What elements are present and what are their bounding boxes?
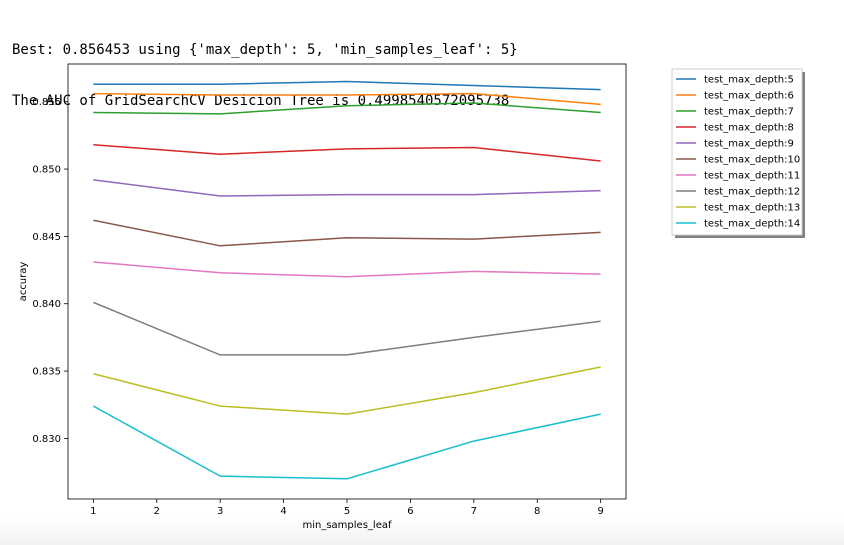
x-tick-label: 9: [597, 506, 603, 517]
best-params-line: Best: 0.856453 using {'max_depth': 5, 'm…: [12, 42, 518, 58]
legend-label: test_max_depth:9: [704, 139, 794, 150]
legend-label: test_max_depth:10: [704, 155, 800, 166]
y-tick-label: 0.855: [32, 97, 61, 108]
series-line-3: [93, 102, 601, 115]
series-line-9: [93, 366, 601, 415]
series-line-1: [93, 80, 601, 91]
x-tick-label: 3: [217, 506, 223, 517]
legend-label: test_max_depth:5: [704, 75, 794, 86]
x-tick-label: 4: [280, 506, 286, 517]
y-tick-label: 0.835: [32, 367, 61, 378]
series-line-4: [93, 144, 601, 162]
series-line-8: [93, 301, 601, 356]
series-line-2: [93, 92, 601, 106]
x-tick-label: 7: [471, 506, 477, 517]
y-axis-label: accuray: [18, 262, 29, 302]
y-tick-label: 0.840: [32, 299, 61, 310]
legend-label: test_max_depth:7: [704, 107, 794, 118]
legend-label: test_max_depth:14: [704, 219, 800, 230]
x-tick-label: 2: [154, 506, 160, 517]
x-tick-label: 6: [407, 506, 413, 517]
x-axis: 1 2 3 4 5 6 7 8 9: [90, 499, 604, 517]
y-axis: 0.830 0.835 0.840 0.845 0.850 0.855: [32, 97, 68, 445]
series-line-7: [93, 261, 601, 278]
x-tick-label: 1: [90, 506, 96, 517]
plot-frame: [67, 63, 627, 500]
series-line-10: [92, 405, 601, 480]
legend-label: test_max_depth:11: [704, 171, 800, 182]
plot-lines: [92, 80, 601, 480]
x-tick-label: 5: [344, 506, 350, 517]
legend: test_max_depth:5 test_max_depth:6 test_max…: [671, 68, 805, 238]
y-tick-label: 0.845: [32, 232, 61, 243]
series-line-6: [93, 219, 601, 247]
legend-label: test_max_depth:8: [704, 123, 794, 134]
legend-label: test_max_depth:13: [704, 203, 800, 214]
series-line-5: [93, 179, 601, 197]
x-tick-label: 8: [534, 506, 540, 517]
legend-label: test_max_depth:6: [704, 91, 794, 102]
legend-label: test_max_depth:12: [704, 187, 800, 198]
y-tick-label: 0.850: [32, 165, 61, 176]
x-axis-label: min_samples_leaf: [302, 520, 391, 531]
y-tick-label: 0.830: [32, 434, 61, 445]
